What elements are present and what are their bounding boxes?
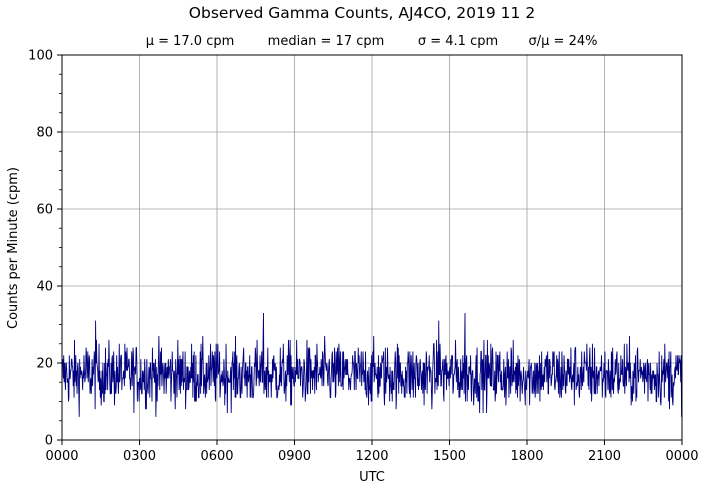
x-axis: 0000 0300 0600 0900 1200 1500 1800 2100 0000 [45, 440, 699, 464]
y-tick-label: 60 [36, 203, 53, 218]
y-tick-label: 40 [36, 280, 53, 295]
x-tick-label: 1500 [433, 449, 466, 464]
y-tick-label: 100 [28, 49, 53, 64]
y-tick-label: 80 [36, 126, 53, 141]
x-tick-label: 0300 [123, 449, 156, 464]
stat-median: median = 17 cpm [268, 34, 385, 49]
y-tick-label: 20 [36, 357, 53, 372]
stat-std: σ = 4.1 cpm [418, 34, 498, 49]
x-tick-label: 2100 [588, 449, 621, 464]
x-tick-label: 1200 [355, 449, 388, 464]
stat-cv: σ/μ = 24% [529, 34, 598, 49]
stat-mean: μ = 17.0 cpm [146, 34, 235, 49]
y-axis-label: Counts per Minute (cpm) [6, 167, 21, 329]
series-line [61, 312, 683, 417]
x-tick-label: 0000 [45, 449, 78, 464]
chart-title: Observed Gamma Counts, AJ4CO, 2019 11 2 [189, 4, 535, 22]
x-axis-label: UTC [359, 470, 385, 485]
x-tick-label: 1800 [510, 449, 543, 464]
x-tick-label: 0900 [278, 449, 311, 464]
chart-subtitle: μ = 17.0 cpm median = 17 cpm σ = 4.1 cpm… [146, 34, 598, 49]
y-tick-label: 0 [45, 434, 53, 449]
series-line-group [61, 312, 683, 417]
x-tick-label: 0000 [665, 449, 698, 464]
y-axis: 0 20 40 60 80 100 [28, 49, 62, 449]
x-tick-label: 0600 [200, 449, 233, 464]
grid-lines [62, 55, 682, 440]
